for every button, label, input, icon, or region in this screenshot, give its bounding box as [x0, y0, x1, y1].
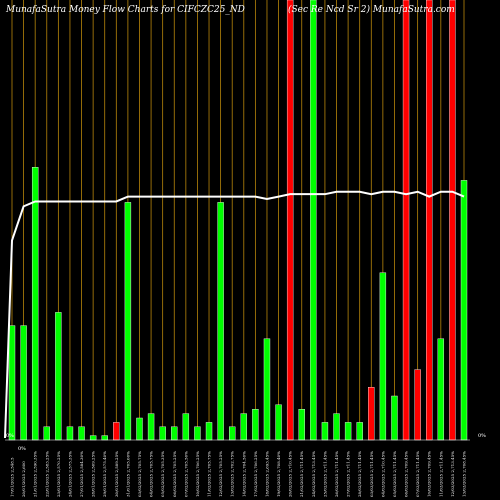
- x-tick-label: 20/02/2025 2,710.45%: [288, 451, 293, 497]
- x-tick-label: 07/02/2025 2,705.50%: [183, 451, 188, 497]
- money-flow-bar: [402, 0, 410, 441]
- money-flow-bar: [449, 0, 456, 441]
- money-flow-bar: [252, 409, 259, 441]
- x-tick-label: 27/01/2025 2,584.30%: [79, 451, 84, 497]
- money-flow-bar: [194, 426, 201, 441]
- money-flow-bar: [333, 413, 340, 441]
- money-flow-bar: [240, 413, 247, 441]
- percent-label-2: 0%: [18, 446, 26, 452]
- x-tick-label: 30/01/2025 2,589.25%: [114, 451, 119, 497]
- money-flow-bar: [136, 417, 143, 441]
- money-flow-bar: [31, 166, 39, 441]
- x-tick-label: 03/02/2025 2,705.75%: [137, 451, 142, 497]
- percent-label-1: 0%: [6, 433, 14, 439]
- x-tick-label: 06/02/2025 2,705.25%: [172, 451, 177, 497]
- x-tick-label: 24/02/2025 2,713.45%: [311, 451, 316, 497]
- money-flow-bar: [275, 404, 282, 441]
- x-tick-label: 21/02/2025 2,711.45%: [299, 451, 304, 497]
- money-flow-bar: [171, 426, 178, 441]
- x-tick-label: 04/02/2025 2,705.75%: [149, 451, 154, 497]
- money-flow-bar: [426, 0, 433, 441]
- money-flow-bar: [391, 395, 398, 441]
- x-tick-label: 24/01/2025 2,575.35%: [67, 451, 72, 497]
- money-flow-bar: [43, 426, 50, 441]
- x-tick-label: 22/01/2025 2,583.25%: [44, 451, 49, 497]
- x-tick-label: 26/02/2025 2,711.45%: [334, 451, 339, 497]
- x-tick-label: 04/03/2025 2,710.45%: [380, 451, 385, 497]
- x-tick-label: 17/01/2025 2,548.5: [10, 457, 15, 497]
- money-flow-bar: [217, 202, 224, 441]
- x-tick-label: 28/01/2025 2,569.25%: [91, 451, 96, 497]
- x-tick-label: 29/01/2025 2,575.40%: [102, 451, 107, 497]
- percent-label-3: 0%: [478, 433, 486, 439]
- money-flow-bar: [20, 325, 27, 441]
- x-tick-label: 13/02/2025 2,702.75%: [230, 451, 235, 497]
- x-tick-label: 11/03/2025 2,711.45%: [438, 451, 443, 497]
- x-tick-label: 12/03/2025 2,713.45%: [450, 451, 455, 497]
- money-flow-bar: [89, 435, 97, 441]
- money-flow-bar: [356, 422, 363, 441]
- money-flow-bar: [263, 338, 271, 441]
- x-tick-label: 03/03/2025 2,711.45%: [369, 451, 374, 497]
- money-flow-bar: [286, 0, 294, 441]
- x-tick-label: 07/03/2025 2,711.45%: [415, 451, 420, 497]
- money-flow-bar: [229, 426, 236, 441]
- money-flow-bar: [78, 426, 85, 441]
- chart-title-right: (Sec Re Ncd Sr 2) MunafaSutra.com: [288, 4, 455, 15]
- x-tick-label: 31/01/2025 2,705.00%: [125, 451, 130, 497]
- x-tick-label: 23/01/2025 2,570.25%: [56, 451, 61, 497]
- money-flow-bar: [344, 422, 352, 441]
- money-flow-bar: [101, 435, 108, 441]
- x-tick-label: 11/02/2025 2,705.75%: [207, 451, 212, 497]
- money-flow-bar: [368, 387, 375, 441]
- money-flow-bar: [379, 272, 387, 441]
- x-tick-label: 25/02/2025 2,711.45%: [322, 451, 327, 497]
- money-flow-bar: [147, 413, 155, 441]
- x-tick-label: 05/03/2025 2,711.45%: [392, 451, 397, 497]
- money-flow-bar: [437, 338, 445, 441]
- money-flow-bar: [310, 0, 317, 441]
- x-tick-label: 27/02/2025 2,711.45%: [346, 451, 351, 497]
- money-flow-bar: [182, 413, 190, 441]
- money-flow-bar: [414, 369, 421, 441]
- money-flow-bar: [159, 426, 166, 441]
- chart-title: MunafaSutra Money Flow Charts for CIFCZC…: [5, 5, 245, 15]
- chart-grid: [11, 0, 465, 440]
- x-tick-label: 10/03/2025 2,709.45%: [427, 451, 432, 497]
- money-flow-bar: [460, 180, 468, 441]
- chart-bars: [8, 0, 468, 441]
- x-tick-label: 17/02/2025 2,706.25%: [253, 451, 258, 497]
- money-flow-bar: [321, 422, 329, 441]
- x-tick-label: 18/02/2025 2,693.45%: [264, 451, 269, 497]
- money-flow-bar: [66, 426, 74, 441]
- money-flow-bar: [205, 422, 213, 441]
- x-tick-label: 21/01/2025 2,590.35%: [33, 451, 38, 497]
- x-tick-label: 13/03/2025 2,708.45%: [462, 451, 467, 497]
- x-tick-label: 19/02/2025 2,708.40%: [276, 451, 281, 497]
- money-flow-bar: [8, 325, 16, 441]
- price-line: [4, 190, 465, 439]
- money-flow-bar: [124, 202, 132, 441]
- x-tick-label: 12/02/2025 2,705.25%: [218, 451, 223, 497]
- x-tick-label: 28/02/2025 2,711.45%: [357, 451, 362, 497]
- x-tick-label: 05/02/2025 2,705.35%: [160, 451, 165, 497]
- x-tick-label: 10/02/2025 2,706.25%: [195, 451, 200, 497]
- x-tick-label: 14/02/2025 2,704.50%: [241, 451, 246, 497]
- money-flow-bar: [55, 312, 62, 441]
- money-flow-bar: [113, 422, 120, 441]
- x-tick-label: 06/03/2025 2,709.45%: [404, 451, 409, 497]
- money-flow-bar: [298, 409, 305, 441]
- x-tick-labels: 17/01/2025 2,548.5 20/01/2025 2,600 21/01/…: [10, 451, 467, 497]
- x-tick-label: 20/01/2025 2,600: [21, 461, 26, 497]
